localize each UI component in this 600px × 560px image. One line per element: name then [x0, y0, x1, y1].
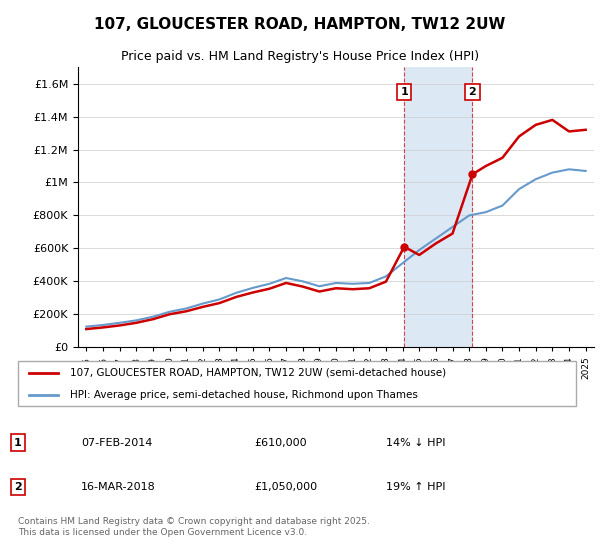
Text: 2: 2 — [469, 87, 476, 97]
Text: Contains HM Land Registry data © Crown copyright and database right 2025.
This d: Contains HM Land Registry data © Crown c… — [18, 517, 370, 537]
Text: £610,000: £610,000 — [254, 437, 307, 447]
Text: 107, GLOUCESTER ROAD, HAMPTON, TW12 2UW (semi-detached house): 107, GLOUCESTER ROAD, HAMPTON, TW12 2UW … — [70, 367, 446, 377]
Text: 07-FEB-2014: 07-FEB-2014 — [81, 437, 152, 447]
Text: 16-MAR-2018: 16-MAR-2018 — [81, 482, 156, 492]
Text: 1: 1 — [400, 87, 408, 97]
Text: 2: 2 — [14, 482, 22, 492]
Text: Price paid vs. HM Land Registry's House Price Index (HPI): Price paid vs. HM Land Registry's House … — [121, 50, 479, 63]
Text: 1: 1 — [14, 437, 22, 447]
Text: 19% ↑ HPI: 19% ↑ HPI — [386, 482, 446, 492]
Text: 14% ↓ HPI: 14% ↓ HPI — [386, 437, 446, 447]
Text: HPI: Average price, semi-detached house, Richmond upon Thames: HPI: Average price, semi-detached house,… — [70, 390, 418, 400]
Bar — [404, 67, 472, 347]
Text: £1,050,000: £1,050,000 — [254, 482, 317, 492]
FancyBboxPatch shape — [18, 361, 577, 407]
Text: 107, GLOUCESTER ROAD, HAMPTON, TW12 2UW: 107, GLOUCESTER ROAD, HAMPTON, TW12 2UW — [94, 17, 506, 32]
